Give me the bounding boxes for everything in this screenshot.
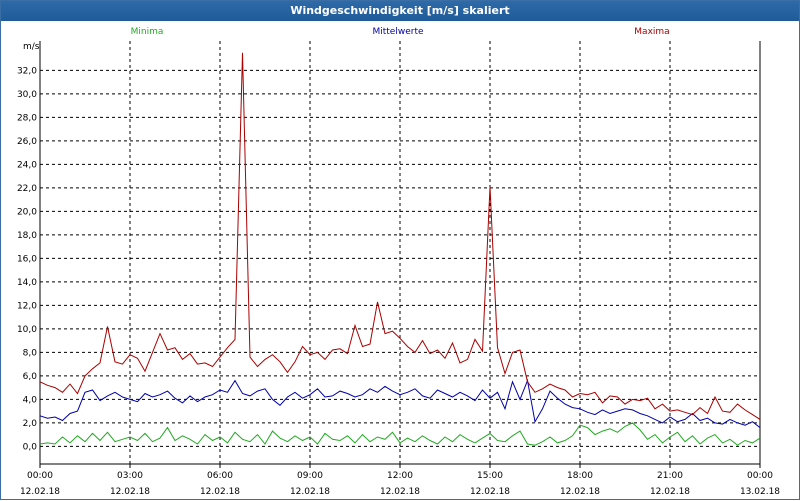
y-axis-label: m/s <box>23 42 40 52</box>
y-tick-label: 12,0 <box>17 301 37 311</box>
x-tick-date-label: 12.02.18 <box>290 487 330 497</box>
x-tick-date-label: 12.02.18 <box>470 487 510 497</box>
y-tick-label: 18,0 <box>17 231 37 241</box>
chart-axes: 0,0 2,0 4,0 6,0 8,0 10,0 12,0 14,0 16,0 18,0 20,0 2… <box>17 41 780 497</box>
series-line-minima <box>39 422 761 446</box>
y-tick-label: 4,0 <box>23 395 38 405</box>
y-tick-label: 24,0 <box>17 160 37 170</box>
y-tick-label: 2,0 <box>23 419 38 429</box>
y-tick-label: 8,0 <box>23 348 38 358</box>
y-tick-label: 20,0 <box>17 207 37 217</box>
grid-lines <box>40 41 760 464</box>
y-tick-label: 16,0 <box>17 254 37 264</box>
y-tick-label: 0,0 <box>23 442 38 452</box>
legend: Minima Mittelwerte Maxima <box>131 27 670 37</box>
x-tick-date-label: 12.02.18 <box>650 487 690 497</box>
x-tick-date-label: 12.02.18 <box>200 487 240 497</box>
y-tick-label: 10,0 <box>17 325 37 335</box>
x-tick-time-label: 03:00 <box>117 471 143 481</box>
x-tick-time-label: 21:00 <box>657 471 683 481</box>
y-tick-label: 32,0 <box>17 66 37 76</box>
y-tick-label: 28,0 <box>17 113 37 123</box>
x-tick-date-label: 12.02.18 <box>380 487 420 497</box>
x-tick-time-label: 15:00 <box>477 471 503 481</box>
y-tick-label: 30,0 <box>17 90 37 100</box>
x-tick-date-label: 12.02.18 <box>20 487 60 497</box>
x-tick-time-label: 00:00 <box>27 471 53 481</box>
legend-item-maxima: Maxima <box>634 27 669 37</box>
x-tick-date-label: 12.02.18 <box>560 487 600 497</box>
x-tick-time-label: 09:00 <box>297 471 323 481</box>
series-line-mittelwerte <box>39 378 761 428</box>
legend-item-mittelwerte: Mittelwerte <box>372 27 423 37</box>
y-tick-label: 26,0 <box>17 137 37 147</box>
y-tick-label: 14,0 <box>17 278 37 288</box>
x-tick-time-label: 00:00 <box>747 471 773 481</box>
x-tick-date-label: 12.02.18 <box>110 487 150 497</box>
y-tick-label: 22,0 <box>17 184 37 194</box>
window-title: Windgeschwindigkeit [m/s] skaliert <box>1 1 799 21</box>
x-tick-time-label: 12:00 <box>387 471 413 481</box>
x-tick-date-label: 13.02.18 <box>740 487 780 497</box>
series-lines <box>39 52 761 446</box>
x-tick-time-label: 06:00 <box>207 471 233 481</box>
legend-item-minima: Minima <box>131 27 164 37</box>
x-tick-time-label: 18:00 <box>567 471 593 481</box>
series-line-maxima <box>39 52 761 420</box>
y-tick-label: 6,0 <box>23 372 38 382</box>
